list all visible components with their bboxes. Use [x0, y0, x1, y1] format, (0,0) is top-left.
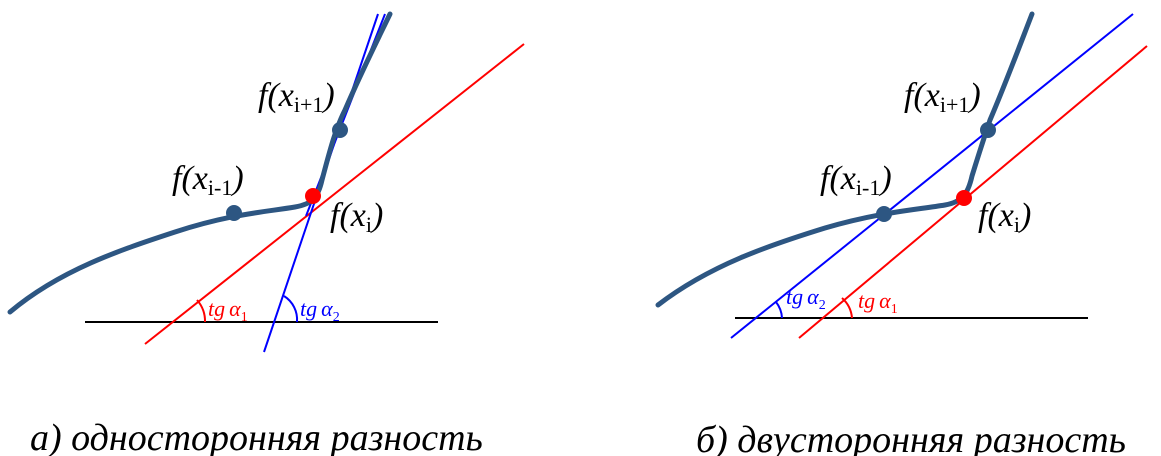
panel-a-label-f-next: f(xi+1): [258, 77, 335, 117]
panel-a: f(xi+1) f(xi-1) f(xi) tg α1 tg α2 а) однос…: [7, 11, 525, 456]
panel-a-angle-label-2: tg α2: [300, 296, 340, 325]
panel-b-label-f-next: f(xi+1): [904, 77, 981, 117]
panel-b-function-curve: [655, 11, 1035, 308]
panel-b-label-f-prev: f(xi-1): [820, 160, 892, 200]
panel-b-angle-label-2: tg α1: [858, 288, 898, 317]
panel-b-point-current: [956, 190, 972, 206]
panel-b-red-line: [798, 45, 1148, 339]
panel-b-blue-line: [730, 13, 1134, 339]
panel-b-angle-label-1: tg α2: [786, 284, 826, 313]
panel-a-function-curve: [7, 11, 393, 315]
panel-a-caption: а) односторонняя разность: [30, 417, 483, 456]
panel-a-red-line: [144, 43, 525, 345]
panel-b: f(xi+1) f(xi-1) f(xi) tg α2 tg α1 б) двуст…: [655, 11, 1148, 456]
panel-a-label-f-prev: f(xi-1): [172, 160, 244, 200]
panel-b-caption: б) двусторонняя разность: [696, 419, 1126, 456]
panel-b-angle-arc-red: [841, 297, 853, 319]
panel-b-point-next: [980, 122, 996, 138]
panel-a-angle-label-1: tg α1: [208, 296, 248, 325]
panel-a-angle-arc-blue: [283, 295, 299, 323]
panel-a-point-next: [332, 122, 348, 138]
panel-a-point-prev: [226, 205, 242, 221]
panel-b-point-prev: [876, 206, 892, 222]
panel-a-label-f-current: f(xi): [330, 197, 383, 237]
panel-a-point-current: [305, 188, 321, 204]
panel-b-label-f-current: f(xi): [978, 197, 1031, 237]
panel-a-angle-arc-red: [196, 299, 207, 323]
panel-b-angle-arc-blue: [775, 301, 783, 319]
